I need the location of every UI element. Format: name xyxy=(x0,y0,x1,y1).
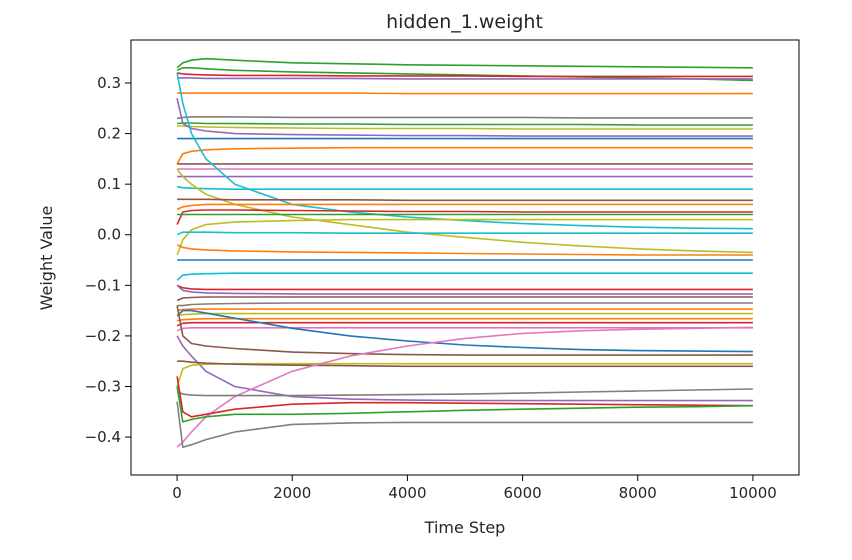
series-line-27 xyxy=(176,284,753,291)
series-line-1 xyxy=(176,57,753,69)
series-line-42 xyxy=(176,388,753,397)
series-line-37 xyxy=(176,305,753,356)
y-tick-label: 0.1 xyxy=(97,175,121,193)
series-line-43 xyxy=(176,376,753,418)
series-line-45 xyxy=(176,401,753,449)
series-line-29 xyxy=(176,296,753,302)
y-tick-label: 0.2 xyxy=(97,125,121,143)
y-axis: 0.3 0.2 0.1 0.0 −0.1 −0.2 −0.3 −0.4 xyxy=(85,74,131,446)
x-tick-label: 8000 xyxy=(619,484,657,502)
series-line-20 xyxy=(176,209,753,225)
series-line-5 xyxy=(177,92,753,95)
series-line-40 xyxy=(177,360,753,368)
x-tick-label: 0 xyxy=(172,484,182,502)
series-line-34 xyxy=(176,321,753,327)
series-line-44 xyxy=(176,386,753,423)
series-line-2 xyxy=(176,67,753,82)
plot-frame xyxy=(130,39,800,476)
series-line-4 xyxy=(177,77,753,80)
chart-title: hidden_1.weight xyxy=(386,11,543,33)
series-line-3 xyxy=(176,72,753,78)
series-line-36 xyxy=(176,309,753,353)
series-line-9 xyxy=(176,98,753,137)
y-tick-label: −0.1 xyxy=(85,276,121,294)
series-line-33 xyxy=(176,317,753,322)
y-tick-label: −0.3 xyxy=(85,377,121,395)
series-line-17 xyxy=(176,168,753,254)
x-tick-label: 4000 xyxy=(388,484,426,502)
x-axis: 0 2000 4000 6000 8000 10000 xyxy=(172,475,777,502)
series-line-32 xyxy=(176,312,753,317)
y-tick-label: −0.2 xyxy=(85,327,121,345)
series-line-38 xyxy=(176,335,753,402)
series-line-11 xyxy=(176,146,753,165)
series-line-22 xyxy=(176,218,753,256)
series-line-18 xyxy=(177,198,753,202)
series-line-30 xyxy=(177,302,753,307)
series-line-19 xyxy=(176,203,753,211)
x-tick-label: 6000 xyxy=(503,484,541,502)
series-line-23 xyxy=(176,231,753,236)
y-tick-label: −0.4 xyxy=(85,428,121,446)
series-line-41 xyxy=(176,326,753,448)
series-line-39 xyxy=(176,362,753,387)
y-tick-label: 0.3 xyxy=(97,74,121,92)
series-line-26 xyxy=(176,272,753,281)
x-tick-label: 10000 xyxy=(729,484,777,502)
y-axis-label: Weight Value xyxy=(37,206,56,311)
series-line-24 xyxy=(176,244,753,256)
series-line-31 xyxy=(176,308,753,312)
x-axis-label: Time Step xyxy=(424,518,506,537)
series-line-7 xyxy=(177,122,753,126)
series-line-35 xyxy=(176,326,753,332)
series-line-6 xyxy=(176,116,753,120)
series-line-15 xyxy=(176,72,753,230)
series-line-8 xyxy=(177,125,753,130)
series-line-28 xyxy=(176,284,753,295)
series-group xyxy=(176,57,753,449)
y-tick-label: 0.0 xyxy=(97,226,121,244)
series-line-16 xyxy=(176,185,753,190)
x-tick-label: 2000 xyxy=(273,484,311,502)
